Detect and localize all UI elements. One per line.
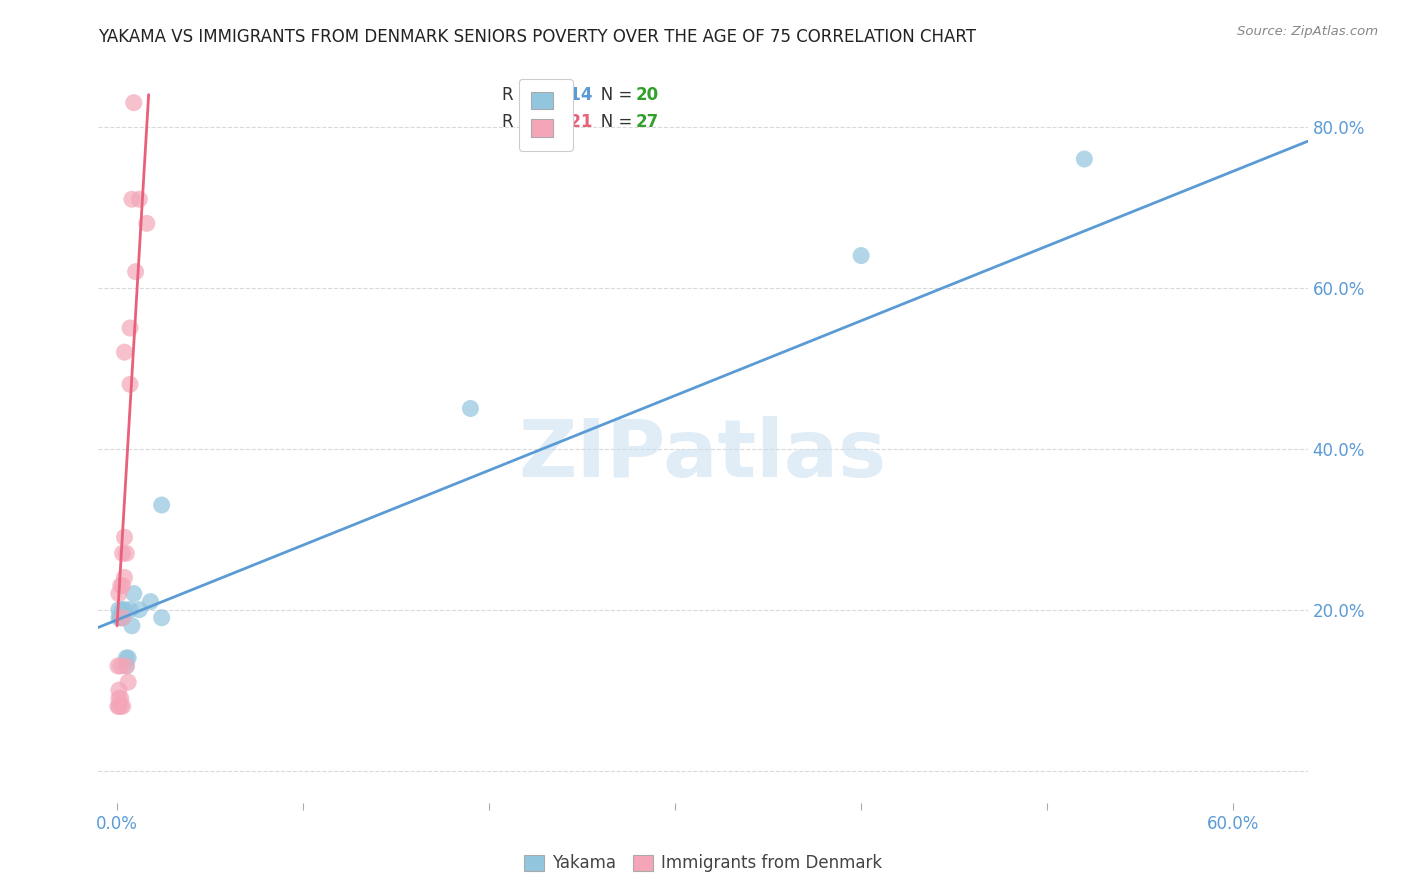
Point <box>128 602 150 616</box>
Point <box>115 651 138 665</box>
Point <box>111 699 134 714</box>
Point <box>108 691 131 706</box>
Point <box>110 699 132 714</box>
Point <box>108 610 131 624</box>
Point <box>135 216 157 230</box>
Point <box>1073 152 1095 166</box>
Point <box>849 249 872 263</box>
Point <box>115 659 138 673</box>
Point <box>114 530 136 544</box>
Text: R =: R = <box>502 112 538 130</box>
Point <box>118 602 141 616</box>
Text: YAKAMA VS IMMIGRANTS FROM DENMARK SENIORS POVERTY OVER THE AGE OF 75 CORRELATION: YAKAMA VS IMMIGRANTS FROM DENMARK SENIOR… <box>98 28 976 45</box>
Point <box>117 651 139 665</box>
Point <box>114 602 136 616</box>
Point <box>114 570 136 584</box>
Text: N =: N = <box>585 86 637 104</box>
Point <box>121 619 143 633</box>
Point <box>115 659 138 673</box>
Point <box>139 594 162 608</box>
Point <box>117 675 139 690</box>
Point <box>121 192 143 206</box>
Point <box>110 610 132 624</box>
Text: Source: ZipAtlas.com: Source: ZipAtlas.com <box>1237 25 1378 38</box>
Text: 27: 27 <box>636 112 658 130</box>
Point <box>118 321 141 335</box>
Point <box>110 610 132 624</box>
Point <box>108 586 131 600</box>
Point <box>111 546 134 560</box>
Point <box>107 659 129 673</box>
Point <box>111 578 134 592</box>
Point <box>111 610 134 624</box>
Point <box>110 691 132 706</box>
Point <box>150 498 173 512</box>
Point <box>118 377 141 392</box>
Point <box>110 659 132 673</box>
Point <box>108 683 131 698</box>
Text: ZIPatlas: ZIPatlas <box>519 416 887 494</box>
Text: N =: N = <box>585 112 637 130</box>
Point <box>110 578 132 592</box>
Point <box>115 546 138 560</box>
Point <box>108 699 131 714</box>
Text: R =: R = <box>502 86 538 104</box>
Text: 20: 20 <box>636 86 658 104</box>
Point <box>150 610 173 624</box>
Point <box>122 586 145 600</box>
Point <box>107 699 129 714</box>
Legend: Yakama, Immigrants from Denmark: Yakama, Immigrants from Denmark <box>516 847 890 880</box>
Point <box>128 192 150 206</box>
Text: 0.614: 0.614 <box>540 86 592 104</box>
Point <box>108 602 131 616</box>
Point <box>111 602 134 616</box>
Point <box>114 345 136 359</box>
Text: 0.621: 0.621 <box>540 112 592 130</box>
Point <box>122 95 145 110</box>
Legend: , : , <box>519 78 572 151</box>
Point <box>111 610 134 624</box>
Point <box>460 401 482 416</box>
Point <box>124 265 146 279</box>
